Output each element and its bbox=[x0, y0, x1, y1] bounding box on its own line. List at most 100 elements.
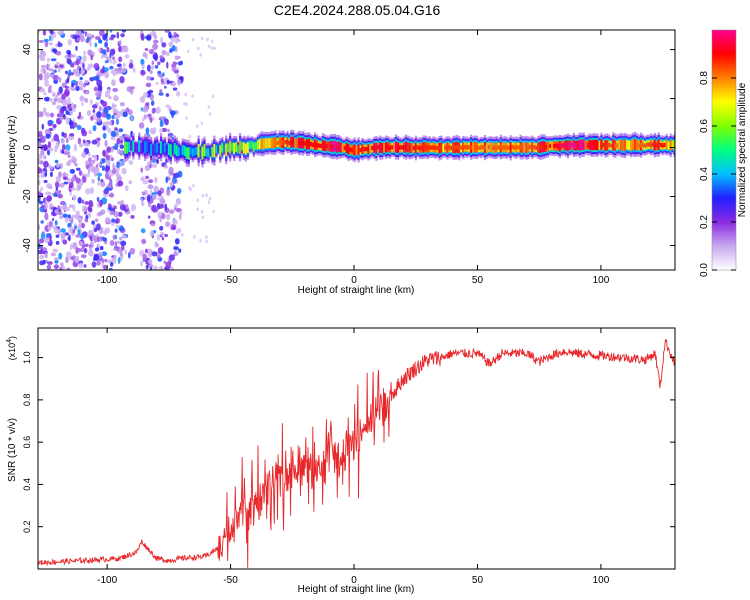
ridge-segment bbox=[173, 143, 176, 155]
noise-speckle bbox=[118, 135, 125, 141]
ridge-segment bbox=[233, 142, 236, 154]
ridge-segment bbox=[509, 142, 512, 154]
noise-speckle bbox=[66, 267, 71, 270]
ridge-core bbox=[578, 143, 581, 148]
ridge-segment bbox=[580, 139, 583, 151]
noise-speckle bbox=[89, 77, 95, 82]
ridge-segment bbox=[270, 137, 273, 149]
noise-speckle bbox=[98, 106, 102, 111]
noise-speckle bbox=[94, 247, 100, 252]
noise-speckle bbox=[54, 159, 59, 164]
ridge-core bbox=[430, 145, 433, 150]
ridge-segment bbox=[148, 142, 151, 152]
noise-speckle bbox=[150, 64, 155, 70]
noise-speckle bbox=[170, 266, 174, 270]
ridge-core bbox=[541, 144, 544, 149]
ridge-core bbox=[638, 143, 641, 148]
noise-speckle bbox=[109, 37, 114, 41]
noise-speckle bbox=[109, 30, 113, 33]
noise-speckle bbox=[164, 233, 168, 238]
noise-speckle bbox=[106, 159, 111, 167]
ridge-segment bbox=[296, 138, 299, 148]
noise-speckle bbox=[52, 92, 56, 97]
noise-speckle bbox=[170, 110, 176, 116]
ridge-core bbox=[636, 142, 639, 148]
noise-speckle bbox=[164, 30, 170, 33]
noise-speckle bbox=[59, 182, 65, 188]
noise-speckle bbox=[109, 178, 113, 183]
noise-speckle bbox=[141, 238, 147, 245]
noise-speckle bbox=[59, 205, 64, 210]
noise-speckle bbox=[55, 234, 60, 238]
noise-speckle bbox=[145, 82, 152, 88]
noise-speckle bbox=[157, 61, 161, 66]
noise-speckle bbox=[105, 172, 109, 180]
noise-speckle bbox=[160, 195, 164, 200]
noise-speckle bbox=[46, 233, 52, 237]
ridge-segment bbox=[665, 139, 668, 150]
noise-speckle bbox=[44, 212, 49, 221]
noise-speckle bbox=[151, 163, 158, 168]
noise-speckle bbox=[142, 179, 149, 185]
ridge-core bbox=[308, 141, 311, 147]
noise-speckle bbox=[119, 76, 125, 84]
noise-speckle bbox=[89, 99, 93, 106]
noise-speckle bbox=[77, 137, 82, 145]
noise-speckle bbox=[79, 76, 83, 81]
ridge-core bbox=[487, 144, 491, 150]
noise-speckle bbox=[128, 251, 131, 259]
ridge-core bbox=[655, 143, 658, 148]
noise-speckle bbox=[65, 117, 70, 125]
noise-speckle bbox=[97, 137, 101, 141]
snr-scale-note: (x104) bbox=[6, 336, 17, 360]
noise-speckle bbox=[152, 43, 159, 50]
noise-speckle bbox=[114, 228, 118, 233]
noise-speckle bbox=[111, 218, 115, 223]
ridge-core bbox=[468, 145, 471, 150]
ridge-segment bbox=[177, 146, 180, 157]
noise-speckle bbox=[68, 182, 74, 189]
noise-speckle bbox=[47, 261, 53, 265]
noise-speckle bbox=[64, 70, 69, 75]
noise-speckle bbox=[43, 38, 49, 43]
ridge-segment bbox=[622, 140, 625, 151]
ridge-core bbox=[399, 145, 402, 150]
ridge-segment bbox=[442, 143, 445, 153]
noise-speckle bbox=[159, 128, 164, 133]
ridge-core bbox=[373, 145, 376, 150]
noise-speckle bbox=[171, 67, 176, 72]
noise-speckle bbox=[140, 33, 144, 40]
noise-speckle bbox=[119, 236, 123, 241]
noise-speckle bbox=[72, 69, 78, 74]
noise-speckle bbox=[61, 149, 65, 154]
noise-speckle bbox=[83, 83, 86, 88]
ridge-core bbox=[466, 145, 469, 150]
ridge-core bbox=[527, 145, 530, 150]
noise-speckle bbox=[151, 107, 156, 114]
noise-speckle bbox=[88, 129, 93, 135]
noise-speckle bbox=[207, 44, 211, 49]
noise-speckle bbox=[88, 157, 92, 163]
noise-speckle bbox=[46, 112, 51, 118]
noise-speckle bbox=[48, 73, 55, 77]
ridge-core bbox=[321, 143, 325, 148]
ridge-core bbox=[525, 145, 528, 150]
noise-speckle bbox=[193, 235, 196, 239]
noise-speckle bbox=[63, 148, 69, 153]
ridge-segment bbox=[250, 141, 253, 149]
ridge-segment bbox=[158, 145, 161, 153]
noise-speckle bbox=[102, 125, 106, 131]
ridge-core bbox=[412, 145, 415, 151]
ridge-core bbox=[418, 146, 421, 151]
noise-speckle bbox=[79, 95, 85, 102]
noise-speckle bbox=[115, 246, 120, 250]
colorbar-tick-label: 0.0 bbox=[699, 263, 710, 277]
noise-speckle bbox=[101, 258, 105, 264]
noise-speckle bbox=[158, 92, 164, 96]
noise-speckle bbox=[129, 247, 136, 255]
noise-speckle bbox=[72, 122, 78, 128]
ridge-core bbox=[422, 145, 425, 150]
noise-speckle bbox=[116, 118, 119, 125]
noise-speckle bbox=[60, 228, 66, 233]
ridge-core bbox=[436, 145, 439, 151]
